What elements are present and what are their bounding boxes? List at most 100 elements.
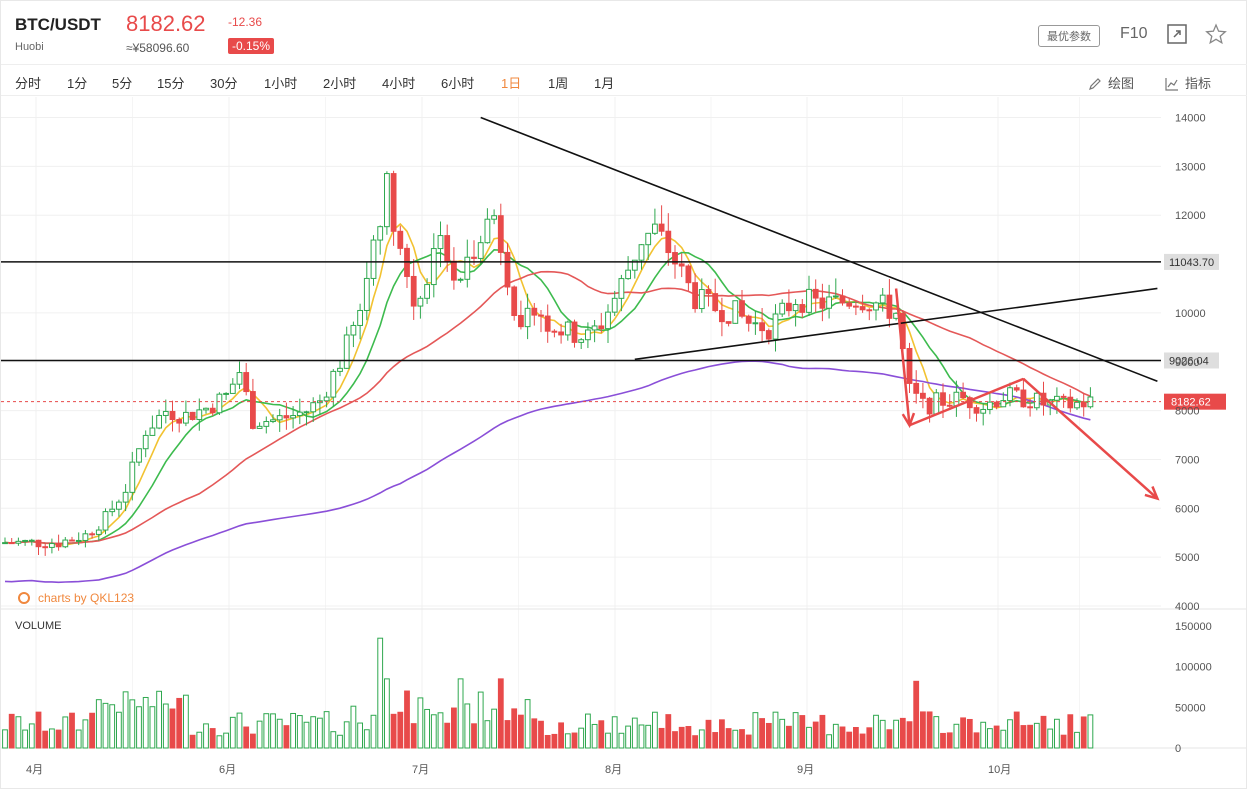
period-tab[interactable]: 分时 <box>15 76 42 91</box>
price-chart[interactable]: 11043.70 9026.04 8182.62 14000 13000 12000 100… <box>1 97 1246 787</box>
period-tab[interactable]: 4小时 <box>382 76 416 91</box>
candle-body <box>980 408 987 414</box>
volume-bar <box>189 734 196 749</box>
volume-bar <box>22 729 29 749</box>
volume-bar <box>424 708 431 749</box>
candle-body <box>129 461 136 493</box>
optimal-params-button[interactable]: 最优参数 <box>1038 25 1100 47</box>
volume-bar <box>1047 728 1054 749</box>
chart-watermark: charts by QKL123 <box>18 591 134 605</box>
candle-body <box>350 324 357 336</box>
volume-bar <box>223 732 229 749</box>
period-tab[interactable]: 1月 <box>594 76 615 91</box>
volume-bar <box>585 713 591 749</box>
candle-body <box>229 383 236 394</box>
candle-body <box>116 501 122 510</box>
candle-body <box>357 309 364 326</box>
period-tab[interactable]: 15分 <box>157 76 185 91</box>
volume-bar <box>330 731 337 749</box>
volume-bar <box>95 699 102 749</box>
candle-body <box>82 533 89 541</box>
pair-name[interactable]: BTC/USDT <box>15 15 101 34</box>
volume-bar <box>960 717 967 749</box>
candle-body <box>156 414 162 429</box>
volume-bar <box>839 726 846 749</box>
volume-bar <box>149 706 156 749</box>
volume-bar <box>926 711 933 749</box>
volume-bar <box>1074 731 1080 749</box>
period-tab[interactable]: 1分 <box>67 76 88 91</box>
volume-bar <box>625 725 632 749</box>
y-tick-label: 12000 <box>1175 210 1206 222</box>
volume-bar <box>933 716 940 749</box>
volume-bar <box>631 717 638 749</box>
candle-body <box>310 402 317 413</box>
candle-body <box>504 251 511 288</box>
period-tab[interactable]: 2小时 <box>323 76 357 91</box>
volume-bar <box>69 712 75 749</box>
candle-body <box>390 173 397 232</box>
candle-body <box>95 529 102 535</box>
candle-body <box>759 322 766 332</box>
candle-body <box>752 322 759 325</box>
period-tab[interactable]: 6小时 <box>441 76 475 91</box>
fullscreen-icon[interactable] <box>1166 23 1188 45</box>
volume-bar <box>712 732 719 749</box>
price-level-tag <box>1164 253 1219 270</box>
volume-bar <box>538 720 544 749</box>
draw-tool-button[interactable]: 绘图 <box>1088 73 1134 92</box>
candle-body <box>484 218 491 244</box>
indicator-button[interactable]: 指标 <box>1165 73 1211 92</box>
candle-body <box>89 533 95 536</box>
volume-tick-label: 100000 <box>1175 662 1212 674</box>
candle-body <box>739 300 745 317</box>
candle-body <box>819 297 826 309</box>
candle-body <box>826 296 833 309</box>
period-tab[interactable]: 30分 <box>210 76 238 91</box>
star-icon[interactable] <box>1205 23 1227 45</box>
period-tab[interactable]: 1日 <box>501 76 522 91</box>
candle-body <box>692 282 699 310</box>
volume-bar <box>806 726 812 749</box>
current-price-label: 8182.62 <box>1171 397 1211 409</box>
volume-bar <box>497 678 504 749</box>
volume-bar <box>685 726 692 749</box>
candle-body <box>384 173 390 228</box>
x-tick-label: 9月 <box>797 764 814 776</box>
period-tab[interactable]: 1周 <box>548 76 569 91</box>
volume-bar <box>196 731 203 749</box>
candle-body <box>243 372 250 393</box>
volume-bar <box>136 706 142 749</box>
x-tick-label: 10月 <box>988 764 1011 776</box>
period-tab[interactable]: 5分 <box>112 76 133 91</box>
candle-body <box>497 215 504 253</box>
candle-body <box>920 392 926 399</box>
candle-body <box>464 256 471 280</box>
volume-bar <box>390 713 397 749</box>
volume-bar <box>504 720 511 749</box>
candle-body <box>732 300 739 324</box>
y-tick-label: 5000 <box>1175 552 1199 564</box>
volume-bar <box>578 727 585 749</box>
f10-button[interactable]: F10 <box>1120 25 1148 42</box>
volume-bar <box>765 722 772 749</box>
candle-body <box>263 421 270 427</box>
candle-body <box>216 393 223 414</box>
volume-bar <box>62 716 69 749</box>
pencil-icon <box>1089 78 1101 90</box>
candle-body <box>377 226 384 241</box>
volume-bar <box>243 726 250 749</box>
candle-body <box>451 260 457 281</box>
volume-bar <box>518 714 524 749</box>
volume-bar <box>28 723 35 749</box>
y-tick-label: 7000 <box>1175 454 1199 466</box>
period-tab[interactable]: 1小时 <box>264 76 298 91</box>
candle-body <box>906 347 913 384</box>
volume-bar <box>692 735 699 749</box>
volume-bar <box>678 726 685 749</box>
volume-bar <box>866 727 873 749</box>
candle-body <box>1074 401 1080 409</box>
volume-bar <box>846 731 853 749</box>
volume-tick-label: 0 <box>1175 743 1181 755</box>
volume-bar <box>457 678 464 749</box>
